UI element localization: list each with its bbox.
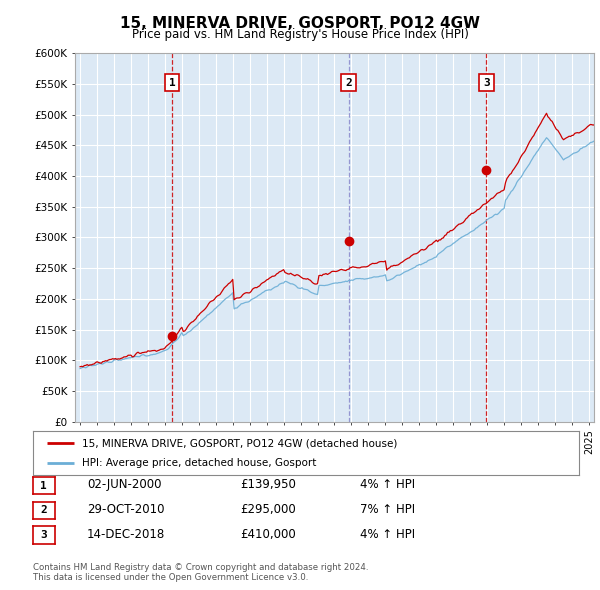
Text: 2: 2 (40, 506, 47, 515)
Text: 29-OCT-2010: 29-OCT-2010 (87, 503, 164, 516)
Text: 3: 3 (483, 78, 490, 87)
Text: £139,950: £139,950 (240, 478, 296, 491)
Text: 15, MINERVA DRIVE, GOSPORT, PO12 4GW (detached house): 15, MINERVA DRIVE, GOSPORT, PO12 4GW (de… (82, 438, 398, 448)
Text: 4% ↑ HPI: 4% ↑ HPI (360, 478, 415, 491)
Text: £295,000: £295,000 (240, 503, 296, 516)
Text: Price paid vs. HM Land Registry's House Price Index (HPI): Price paid vs. HM Land Registry's House … (131, 28, 469, 41)
Text: 02-JUN-2000: 02-JUN-2000 (87, 478, 161, 491)
Text: 1: 1 (169, 78, 175, 87)
Text: £410,000: £410,000 (240, 528, 296, 541)
Text: 1: 1 (40, 481, 47, 490)
Text: 15, MINERVA DRIVE, GOSPORT, PO12 4GW: 15, MINERVA DRIVE, GOSPORT, PO12 4GW (120, 16, 480, 31)
Text: HPI: Average price, detached house, Gosport: HPI: Average price, detached house, Gosp… (82, 458, 317, 467)
Text: 14-DEC-2018: 14-DEC-2018 (87, 528, 165, 541)
Text: 7% ↑ HPI: 7% ↑ HPI (360, 503, 415, 516)
Text: Contains HM Land Registry data © Crown copyright and database right 2024.
This d: Contains HM Land Registry data © Crown c… (33, 563, 368, 582)
Text: 4% ↑ HPI: 4% ↑ HPI (360, 528, 415, 541)
Text: 2: 2 (345, 78, 352, 87)
Text: 3: 3 (40, 530, 47, 540)
